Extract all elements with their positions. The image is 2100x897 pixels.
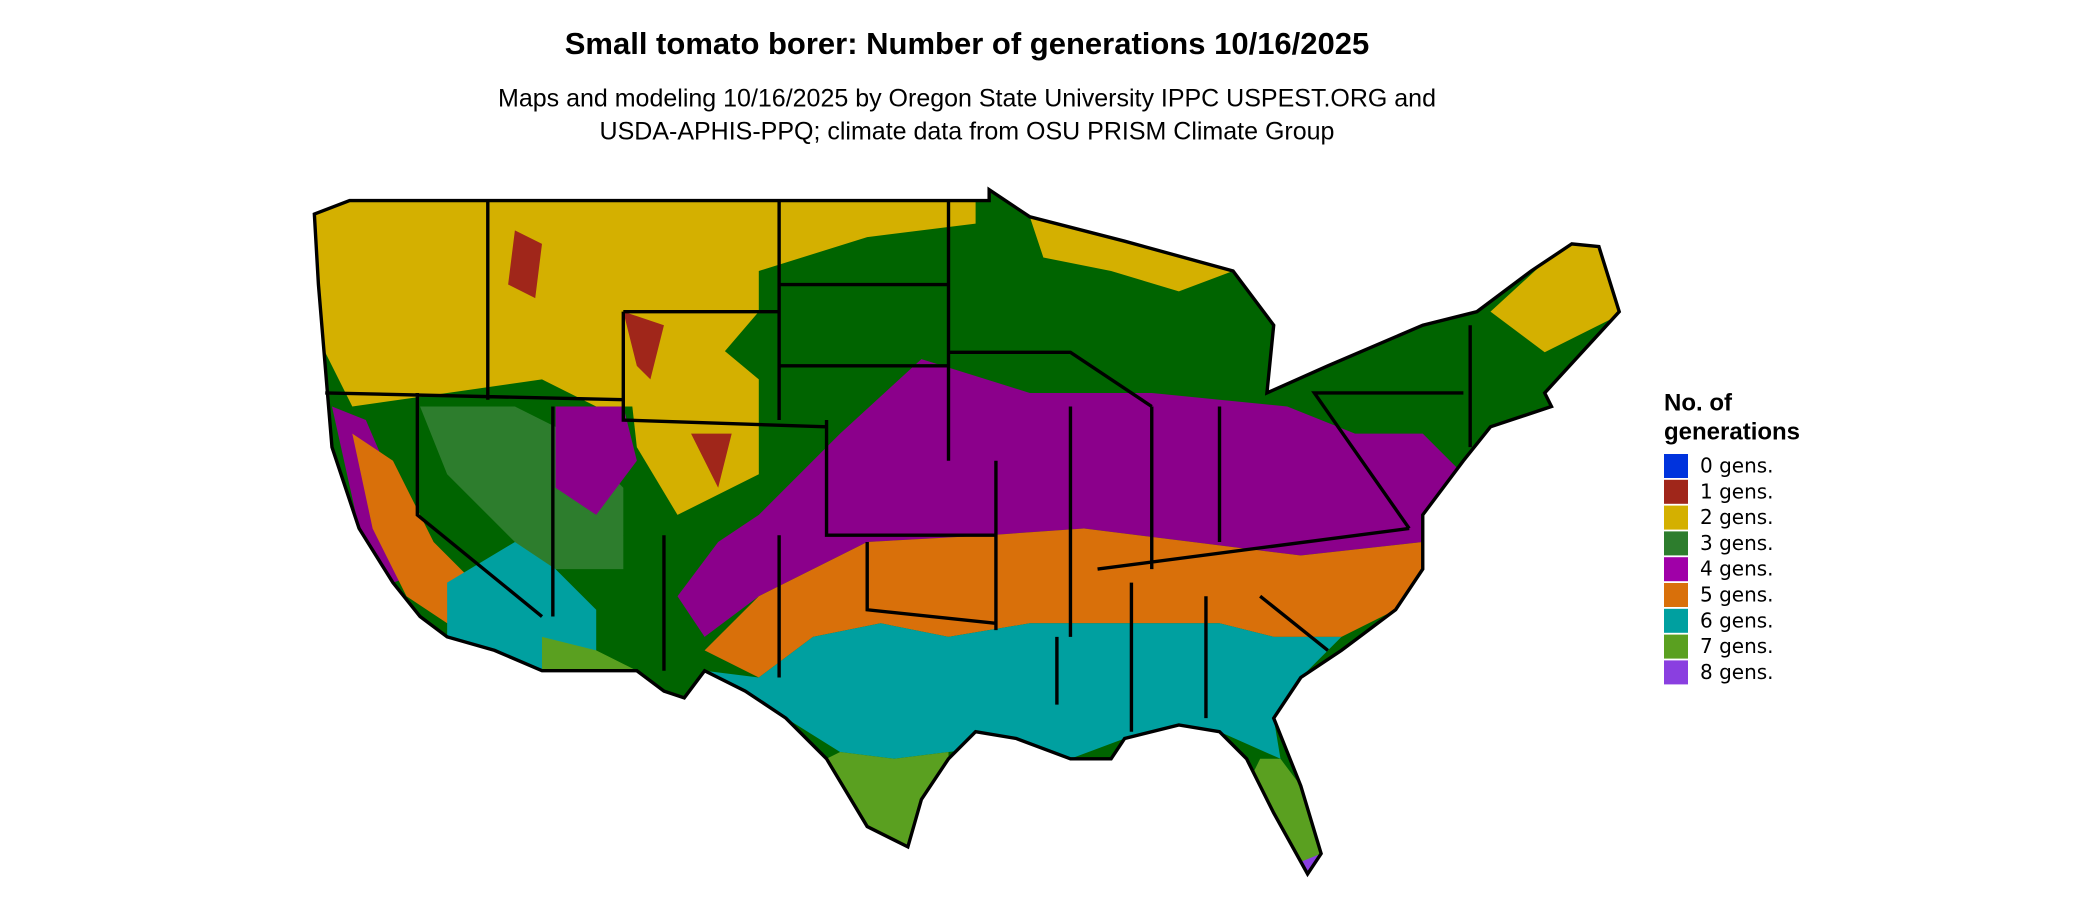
legend: No. of generations 0 gens.1 gens.2 gens.… bbox=[1664, 389, 1800, 685]
region-1-gens bbox=[508, 230, 732, 488]
legend-label: 1 gens. bbox=[1700, 479, 1774, 503]
legend-swatch bbox=[1664, 454, 1688, 478]
map-subtitle: USDA-APHIS-PPQ; climate data from OSU PR… bbox=[600, 118, 1335, 146]
legend-label: 2 gens. bbox=[1700, 505, 1774, 529]
region-7-gens bbox=[826, 752, 949, 847]
legend-title: generations bbox=[1664, 418, 1800, 445]
legend-label: 7 gens. bbox=[1700, 634, 1774, 658]
legend-label: 0 gens. bbox=[1700, 454, 1774, 478]
map-title: Small tomato borer: Number of generation… bbox=[565, 26, 1370, 61]
legend-swatch bbox=[1664, 634, 1688, 659]
region-6-gens bbox=[447, 542, 597, 671]
legend-swatch bbox=[1664, 531, 1688, 556]
legend-title: No. of bbox=[1664, 389, 1733, 416]
region-5-gens bbox=[352, 433, 488, 624]
legend-label: 4 gens. bbox=[1700, 557, 1774, 581]
legend-swatch bbox=[1664, 583, 1688, 607]
region-2-gens bbox=[1490, 237, 1620, 353]
legend-label: 3 gens. bbox=[1700, 531, 1774, 555]
region-2-gens bbox=[596, 189, 976, 272]
legend-swatch bbox=[1664, 608, 1688, 633]
legend-label: 5 gens. bbox=[1700, 583, 1774, 607]
legend-label: 6 gens. bbox=[1700, 608, 1774, 632]
region-2-gens bbox=[623, 311, 759, 515]
legend-swatch bbox=[1664, 479, 1688, 504]
legend-label: 8 gens. bbox=[1700, 660, 1774, 684]
region-5-gens bbox=[704, 528, 1423, 678]
region-7-gens bbox=[542, 636, 637, 671]
legend-swatch bbox=[1664, 505, 1688, 530]
map-subtitle: Maps and modeling 10/16/2025 by Oregon S… bbox=[498, 85, 1436, 113]
region-4-gens bbox=[555, 406, 637, 515]
region-2-gens bbox=[1029, 216, 1234, 292]
region-7-gens bbox=[1253, 758, 1322, 874]
state-borders bbox=[312, 186, 1622, 878]
legend-swatch bbox=[1664, 557, 1688, 582]
legend-swatch bbox=[1664, 660, 1688, 685]
map bbox=[312, 186, 1622, 878]
